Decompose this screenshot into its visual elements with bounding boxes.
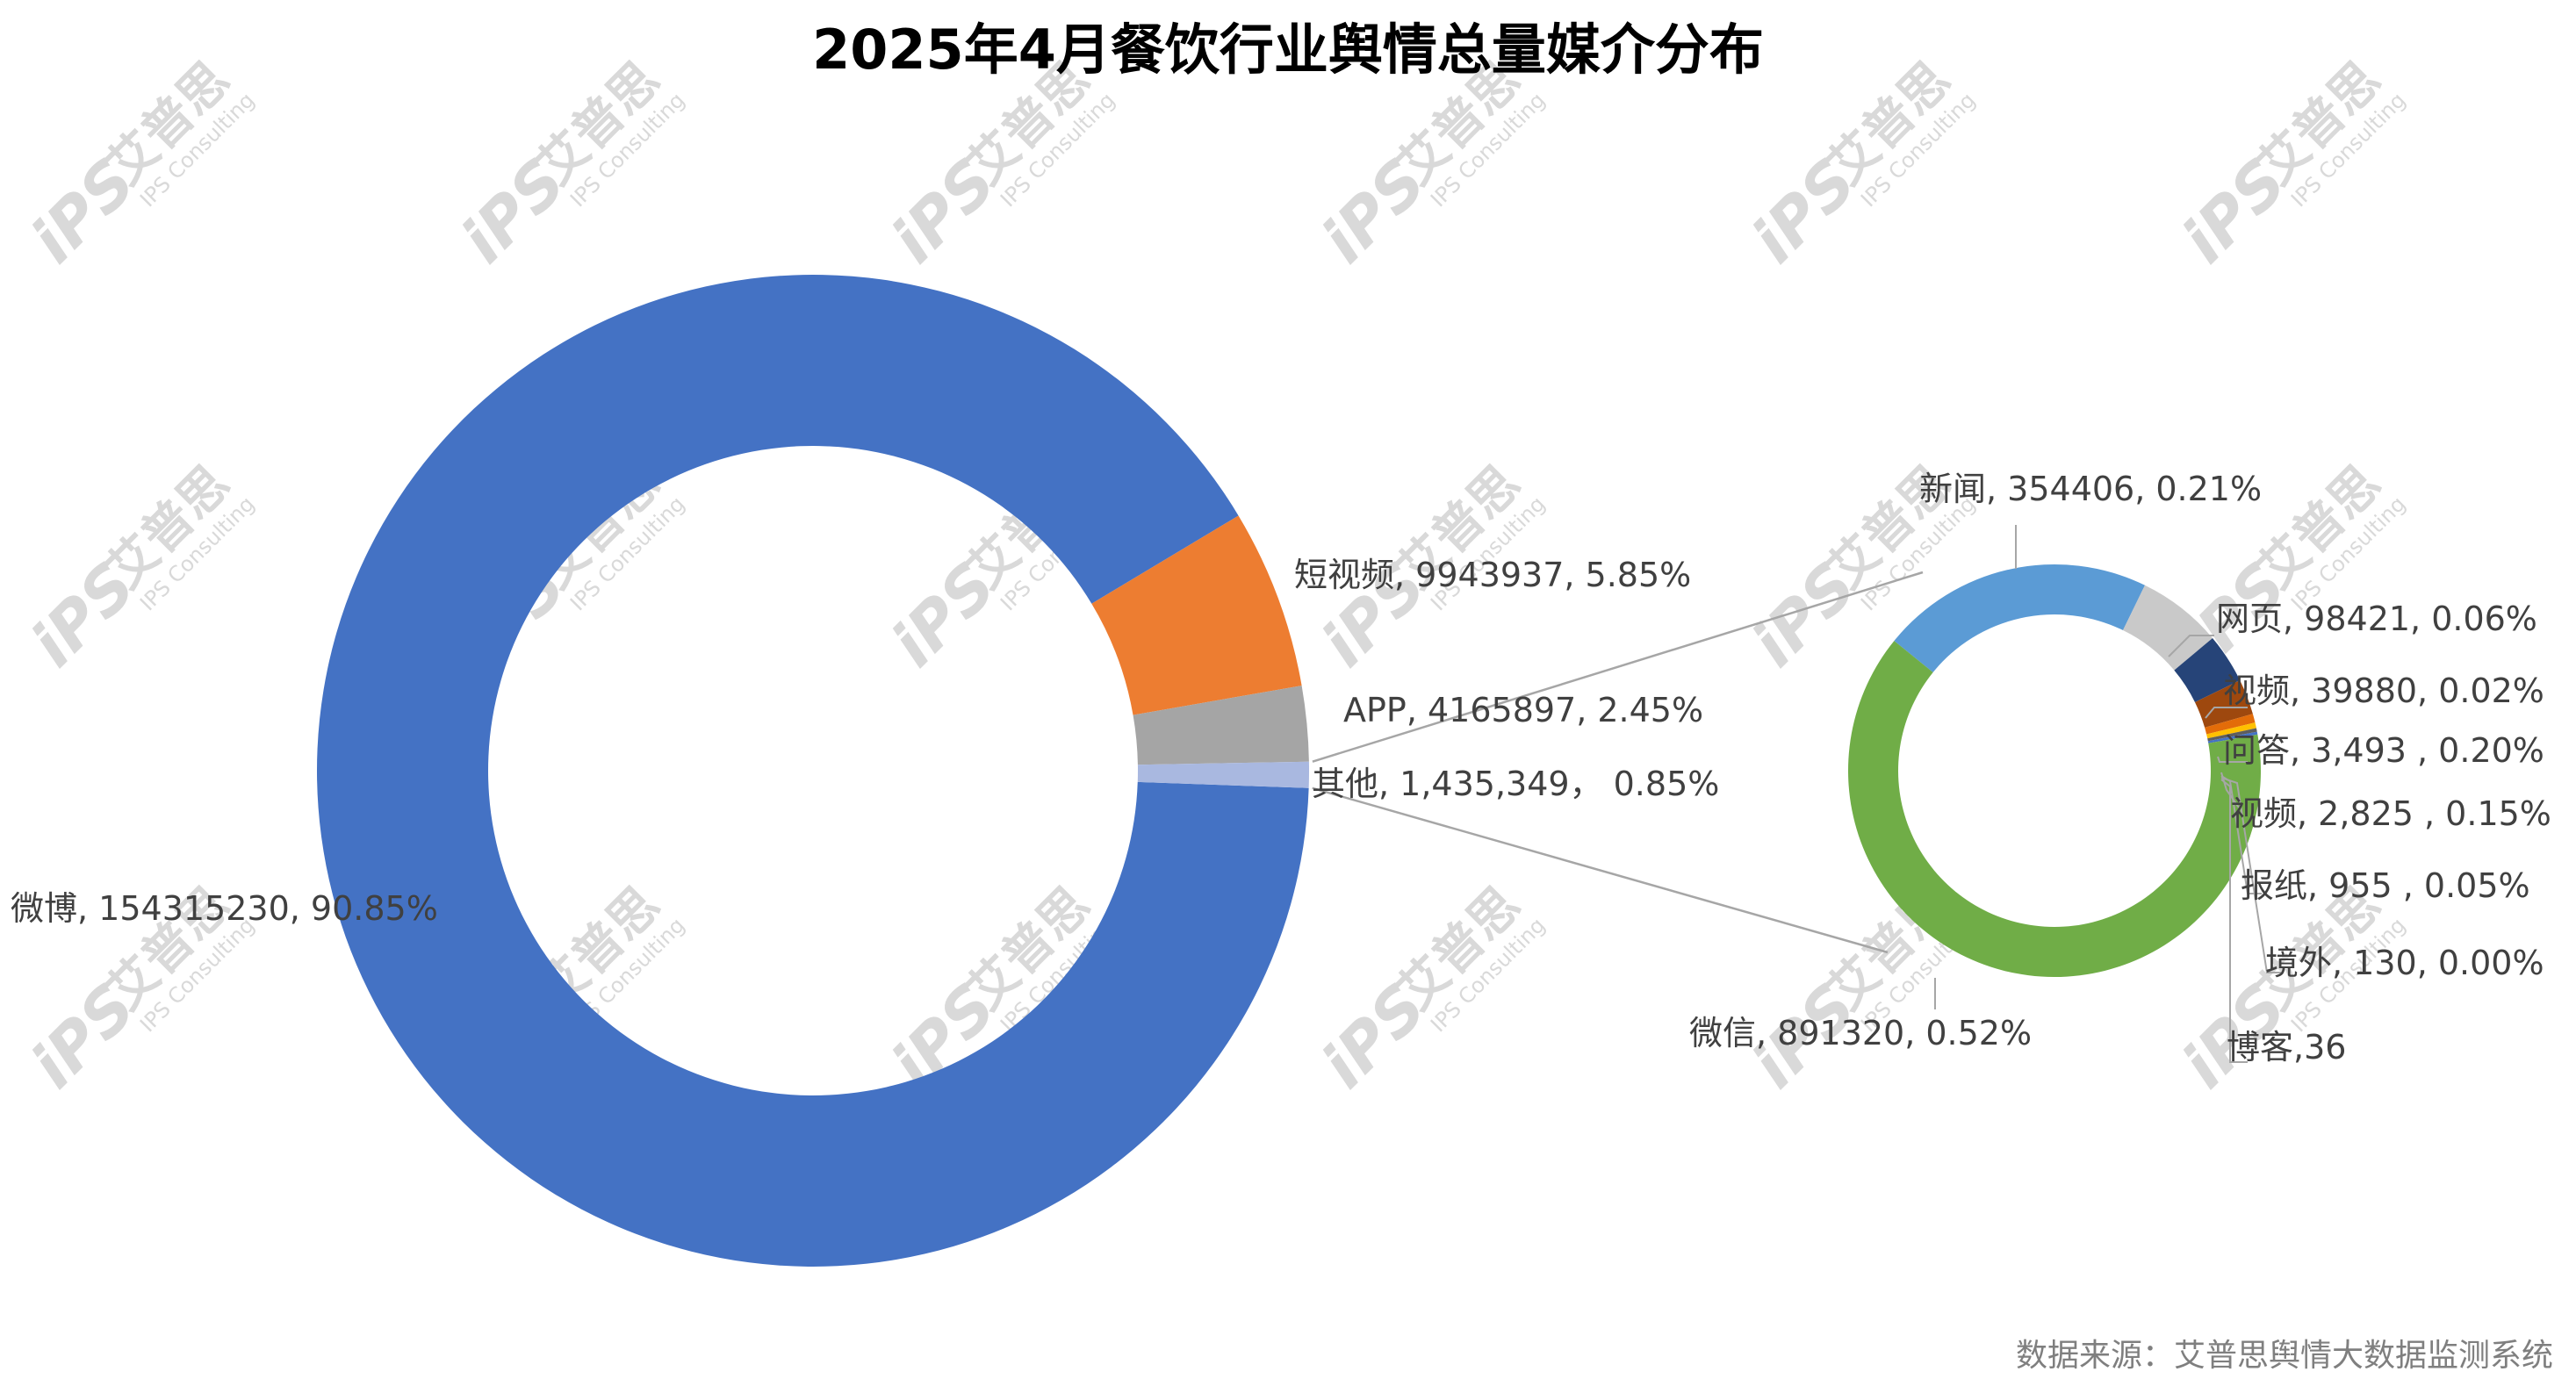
- breakdown-slice-9: [1848, 641, 2261, 977]
- label-other: 其他, 1,435,349， 0.85%: [1312, 765, 1719, 803]
- label-webpage: 网页, 98421, 0.06%: [2216, 600, 2537, 638]
- leader-lines: [1934, 525, 2281, 1063]
- leader-blog: [2220, 779, 2248, 1063]
- data-labels: 微博, 154315230, 90.85% 短视频, 9943937, 5.85%…: [11, 470, 2551, 1066]
- label-video-2: 视频, 2,825 , 0.15%: [2230, 794, 2551, 833]
- label-wechat: 微信, 891320, 0.52%: [1689, 1014, 2032, 1052]
- leader-overseas: [2220, 777, 2281, 973]
- leader-webpage: [2168, 635, 2214, 657]
- label-news: 新闻, 354406, 0.21%: [1919, 470, 2262, 508]
- breakdown-connectors: [1312, 571, 1924, 954]
- breakdown-slice-3: [2174, 637, 2241, 702]
- main-slice-4: [1137, 761, 1309, 788]
- leader-qa: [2217, 756, 2248, 763]
- main-donut: [316, 274, 1309, 1267]
- main-slice-3: [1133, 686, 1309, 765]
- main-slice-2: [1091, 515, 1302, 715]
- label-blog: 博客,36: [2227, 1028, 2346, 1066]
- chart-title: 2025年4月餐饮行业舆情总量媒介分布: [812, 18, 1764, 82]
- breakdown-slice-5: [2205, 714, 2256, 735]
- label-app: APP, 4165897, 2.45%: [1343, 691, 1703, 729]
- label-newspaper: 报纸, 955 , 0.05%: [2241, 866, 2530, 905]
- leader-video-1: [2205, 707, 2248, 719]
- breakdown-slice-1: [1894, 564, 2146, 672]
- breakdown-donut: [1848, 564, 2261, 977]
- breakdown-slice-2: [2123, 585, 2213, 671]
- label-short-video: 短视频, 9943937, 5.85%: [1294, 556, 1691, 594]
- breakdown-slice-8: [2207, 731, 2258, 743]
- label-video-1: 视频, 39880, 0.02%: [2223, 671, 2544, 710]
- breakdown-slice-4: [2194, 679, 2253, 728]
- label-weibo: 微博, 154315230, 90.85%: [11, 889, 438, 928]
- connector-bottom: [1312, 786, 1889, 954]
- breakdown-slice-6: [2206, 722, 2256, 739]
- breakdown-slice-7: [2207, 728, 2257, 742]
- connector-top: [1312, 571, 1924, 763]
- label-overseas: 境外, 130, 0.00%: [2265, 944, 2544, 982]
- source-note: 数据来源：艾普思舆情大数据监测系统: [2016, 1338, 2553, 1374]
- label-qa: 问答, 3,493 , 0.20%: [2223, 731, 2544, 770]
- main-slice-1: [316, 274, 1309, 1267]
